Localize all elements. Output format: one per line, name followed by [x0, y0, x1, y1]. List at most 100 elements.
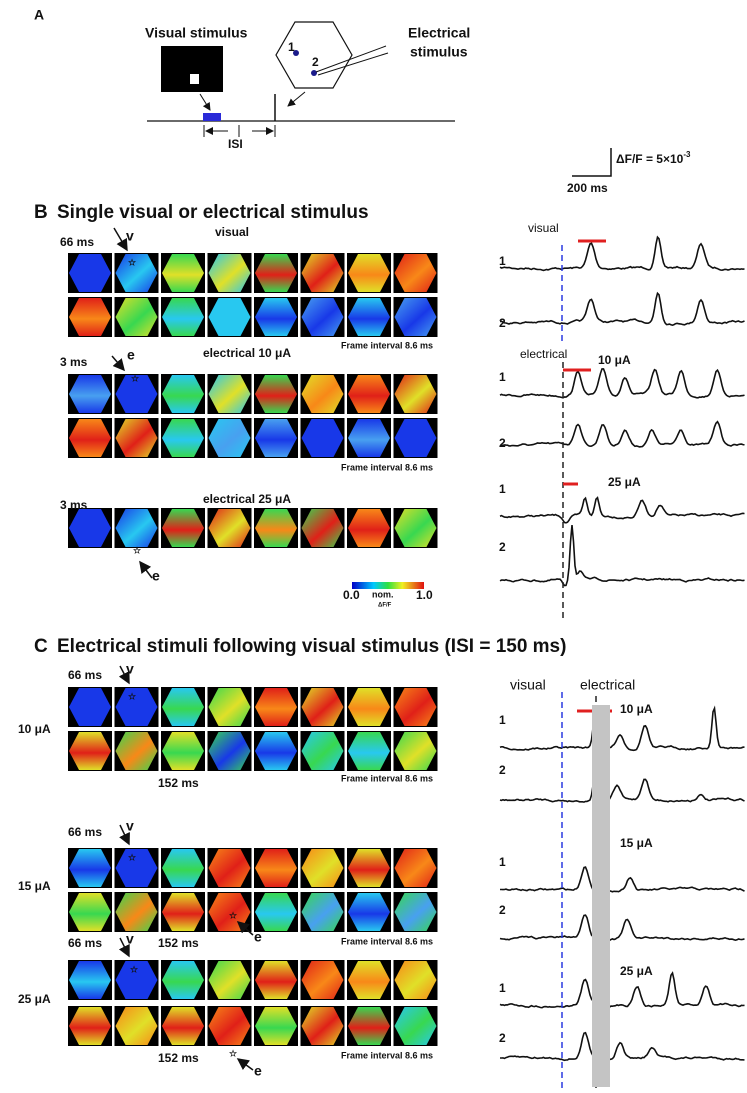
- panel-title: Electrical stimuli following visual stim…: [57, 636, 566, 657]
- frame-image: [115, 298, 158, 336]
- frame-image: [69, 254, 111, 292]
- label: ISI: [228, 137, 243, 151]
- frame-image: [69, 849, 111, 887]
- stimulus-square: [190, 74, 199, 84]
- group-title: electrical 25 μA: [203, 492, 291, 506]
- frame-image: [115, 961, 158, 999]
- frame-image: [348, 254, 390, 292]
- shaded-window: [592, 705, 610, 1087]
- arrow: [111, 355, 125, 372]
- frame-image: [394, 688, 437, 726]
- frame-image: [394, 375, 437, 413]
- current-label: 15 μA: [18, 879, 51, 893]
- frame-image: [301, 509, 344, 547]
- frame-image: [394, 298, 437, 336]
- colorbar-unit: nom.: [372, 589, 394, 599]
- row-label: 1: [499, 981, 506, 995]
- trace: [499, 291, 745, 327]
- frame-interval: Frame interval 8.6 ms: [341, 1050, 433, 1060]
- frame-image: [69, 688, 111, 726]
- marker: e: [254, 929, 262, 945]
- trace: [499, 971, 745, 1009]
- arrow: [119, 824, 130, 846]
- electrode: [315, 45, 387, 73]
- marker: e: [254, 1063, 262, 1079]
- colorbar-max: 1.0: [416, 588, 433, 602]
- frame-image: [69, 298, 111, 336]
- row-label: 2: [499, 1031, 506, 1045]
- group-title: electrical 10 μA: [203, 346, 291, 360]
- trace-condition: electrical: [580, 677, 635, 693]
- marker: e: [152, 568, 160, 584]
- star: ☆: [131, 373, 140, 383]
- cortex-outline: [275, 21, 353, 89]
- marker: v: [126, 818, 134, 834]
- panel-title: Single visual or electrical stimulus: [57, 202, 369, 223]
- frame-image: [208, 849, 251, 887]
- frame-time: 152 ms: [158, 776, 199, 790]
- trace-amplitude: 10 μA: [598, 353, 631, 367]
- frame-image: [301, 1007, 344, 1045]
- arrow: [236, 1058, 254, 1071]
- frame-image: [162, 732, 204, 770]
- frame-image: [115, 688, 158, 726]
- frame-image: [394, 254, 437, 292]
- star: ☆: [133, 545, 142, 555]
- frame-time: 3 ms: [60, 498, 88, 512]
- frame-image: [301, 893, 344, 931]
- row-label: 1: [499, 254, 506, 268]
- frame-image: [394, 893, 437, 931]
- trace-amplitude: 15 μA: [620, 836, 653, 850]
- scale-bar: [572, 148, 612, 177]
- frame-image: [348, 419, 390, 457]
- frame-image: [69, 375, 111, 413]
- frame-interval: Frame interval 8.6 ms: [341, 340, 433, 350]
- row-label: 2: [499, 903, 506, 917]
- frame-image: [348, 1007, 390, 1045]
- trace: [499, 774, 745, 803]
- frame-image: [255, 375, 297, 413]
- marker: v: [126, 228, 134, 244]
- label: Visual stimulus: [145, 25, 248, 41]
- frame-image: [255, 254, 297, 292]
- frame-image: [348, 893, 390, 931]
- frame-image: [162, 688, 204, 726]
- frame-time: 66 ms: [68, 825, 102, 839]
- row-label: 1: [499, 370, 506, 384]
- star: ☆: [128, 852, 137, 862]
- frame-image: [208, 509, 251, 547]
- colorbar: [352, 582, 424, 589]
- frame-image: [69, 732, 111, 770]
- frame-image: [115, 509, 158, 547]
- frame-interval: Frame interval 8.6 ms: [341, 936, 433, 946]
- star: ☆: [229, 910, 238, 920]
- trace-amplitude: 25 μA: [620, 964, 653, 978]
- row-label: 2: [499, 763, 506, 777]
- label: Electrical: [408, 25, 470, 41]
- scale-label: 200 ms: [567, 181, 608, 195]
- panel-label: A: [34, 7, 44, 23]
- trace: [499, 420, 745, 448]
- trace-condition: visual: [528, 221, 559, 235]
- electrode-site: [311, 70, 317, 76]
- marker: e: [127, 347, 135, 363]
- colorbar-unit: ΔF/F: [378, 603, 392, 609]
- trace: [499, 368, 745, 399]
- frame-image: [162, 961, 204, 999]
- row-label: 2: [499, 540, 506, 554]
- frame-image: [348, 849, 390, 887]
- frame-image: [208, 254, 251, 292]
- trace-condition: visual: [510, 677, 546, 693]
- stimulus-screen: [161, 46, 223, 92]
- star: ☆: [229, 1048, 238, 1058]
- frame-image: [394, 732, 437, 770]
- panel-label: C: [34, 636, 48, 657]
- row-label: 1: [499, 855, 506, 869]
- row-label: 2: [499, 316, 506, 330]
- trace: [499, 496, 745, 524]
- frame-image: [115, 1007, 158, 1045]
- frame-image: [162, 375, 204, 413]
- frame-image: [162, 254, 204, 292]
- frame-interval: Frame interval 8.6 ms: [341, 462, 433, 472]
- frame-image: [208, 961, 251, 999]
